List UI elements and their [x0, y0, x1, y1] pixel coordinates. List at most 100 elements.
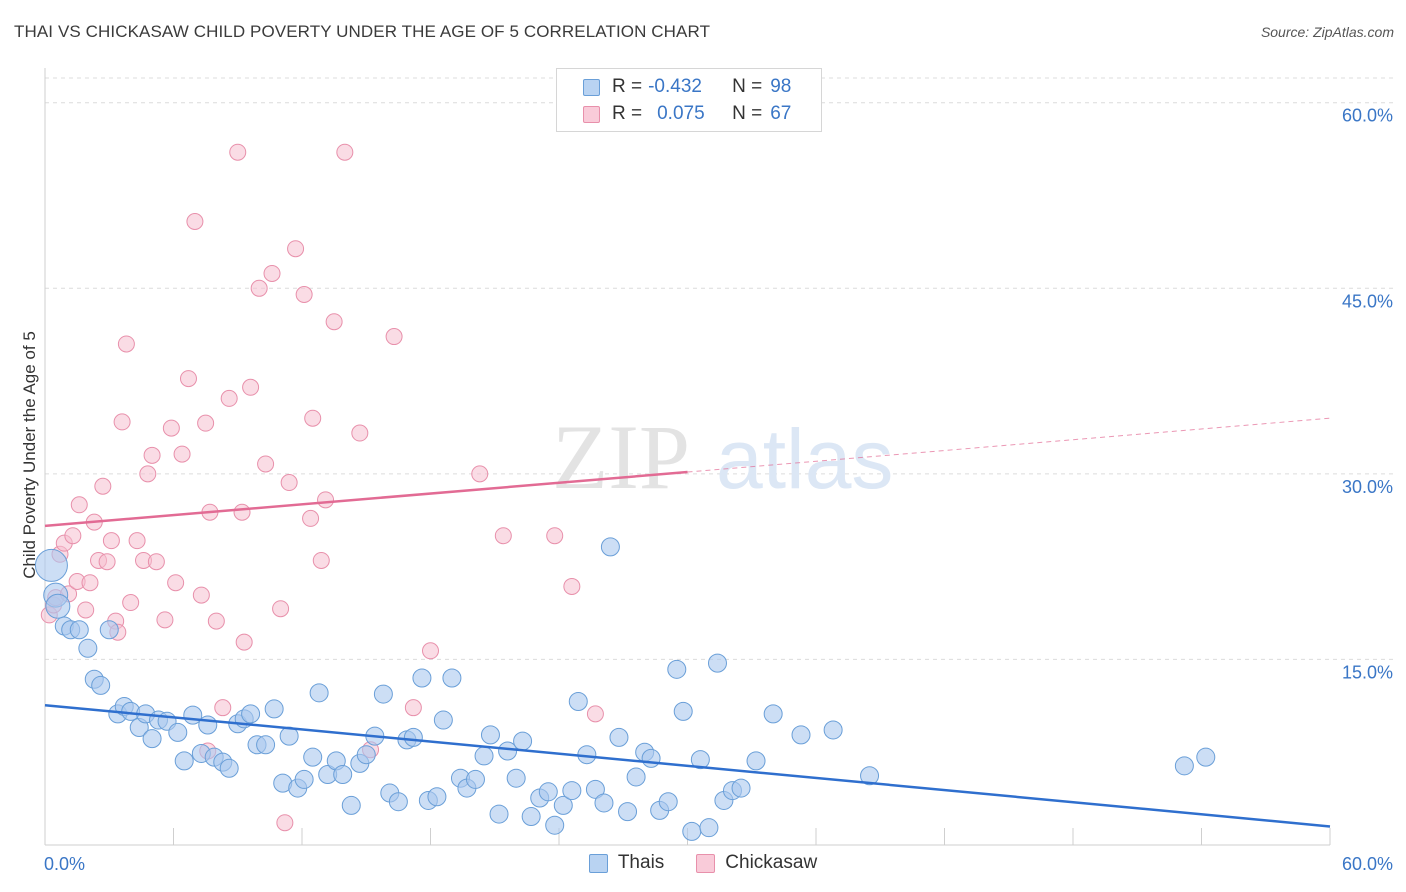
thais-point	[545, 815, 565, 835]
thais-n-label: N =	[732, 76, 763, 97]
legend-row-thais: R = -0.432 N = 98	[583, 74, 791, 100]
thais-point	[618, 802, 638, 822]
chickasaw-point	[250, 279, 268, 297]
thais-point	[34, 548, 68, 582]
thais-point	[763, 704, 783, 724]
thais-point	[553, 795, 573, 815]
thais-point	[69, 620, 89, 640]
chickasaw-legend-swatch	[696, 853, 716, 873]
y-tick-label: 15.0%	[1342, 662, 1393, 682]
thais-trend-line	[44, 703, 1331, 828]
chickasaw-point	[179, 370, 197, 388]
chickasaw-point	[122, 594, 140, 612]
thais-point	[600, 537, 620, 557]
thais-point	[823, 720, 843, 740]
thais-point	[388, 792, 408, 812]
thais-point	[78, 638, 98, 658]
chickasaw-point	[242, 378, 260, 396]
chickasaw-point	[64, 527, 82, 545]
gridlines	[45, 77, 1395, 660]
thais-point	[626, 767, 646, 787]
chickasaw-point	[214, 699, 232, 717]
thais-point	[219, 758, 239, 778]
chickasaw-point	[98, 553, 116, 571]
thais-point	[658, 792, 678, 812]
legend-item-chickasaw: Chickasaw	[696, 852, 817, 874]
thais-point	[341, 795, 361, 815]
thais-point	[641, 748, 661, 768]
thais-point	[585, 779, 605, 799]
y-axis-label: Child Poverty Under the Age of 5	[20, 331, 39, 579]
thais-point	[256, 735, 276, 755]
x-tick-label: 60.0%	[1342, 854, 1393, 874]
chickasaw-point	[586, 705, 604, 723]
thais-point	[667, 659, 687, 679]
thais-point	[498, 741, 518, 761]
legend-item-thais: Thais	[588, 852, 665, 874]
chickasaw-point	[385, 328, 403, 346]
chickasaw-point	[102, 532, 120, 550]
chickasaw-point	[257, 455, 275, 473]
y-tick-label: 60.0%	[1342, 106, 1393, 126]
thais-point	[521, 807, 541, 827]
thais-point	[294, 769, 314, 789]
chickasaw-point	[162, 419, 180, 437]
chickasaw-point	[173, 445, 191, 463]
legend-row-chickasaw: R = 0.075 N = 67	[583, 101, 791, 127]
thais-point	[412, 668, 432, 688]
thais-point	[538, 782, 558, 802]
chickasaw-r-label: R =	[612, 103, 643, 124]
thais-point	[682, 821, 702, 841]
thais-point	[198, 715, 218, 735]
thais-point	[427, 787, 447, 807]
chickasaw-point	[207, 612, 225, 630]
thais-point	[568, 691, 588, 711]
thais-swatch	[583, 78, 600, 96]
thais-legend-swatch	[588, 853, 608, 873]
thais-point	[168, 722, 188, 742]
thais-point	[45, 593, 71, 619]
thais-point	[373, 684, 393, 704]
thais-point	[513, 731, 533, 751]
chickasaw-point	[422, 642, 439, 660]
thais-r-value: -0.432	[648, 76, 702, 97]
chickasaw-point	[351, 424, 369, 442]
thais-point	[356, 745, 376, 765]
thais-point	[731, 778, 751, 798]
thais-point	[690, 750, 710, 770]
thais-n-value: 98	[770, 76, 792, 97]
thais-point	[241, 704, 261, 724]
chickasaw-point	[563, 577, 581, 595]
chickasaw-point	[81, 574, 99, 592]
chickasaw-point	[139, 465, 157, 483]
chickasaw-point	[192, 586, 210, 604]
thais-point	[333, 764, 353, 784]
thais-point	[699, 818, 719, 838]
thais-point	[480, 725, 500, 745]
chart-title: THAI VS CHICKASAW CHILD POVERTY UNDER TH…	[14, 22, 711, 41]
watermark: ZIP atlas	[552, 406, 893, 508]
thais-points	[34, 537, 1216, 841]
thais-point	[489, 804, 509, 824]
thais-point	[673, 701, 693, 721]
thais-point	[791, 725, 811, 745]
chickasaw-point	[494, 527, 512, 545]
thais-point	[142, 729, 162, 749]
chickasaw-point	[235, 633, 253, 651]
chickasaw-point	[272, 600, 290, 618]
chickasaw-point	[147, 553, 165, 571]
x-tick-label: 0.0%	[44, 854, 85, 874]
thais-point	[442, 668, 462, 688]
chickasaw-point	[220, 389, 238, 407]
chickasaw-n-label: N =	[732, 103, 763, 124]
chickasaw-trend-line	[44, 470, 688, 528]
chickasaw-point	[128, 532, 146, 550]
thais-legend-label: Thais	[617, 852, 665, 873]
chickasaw-point	[280, 474, 298, 492]
tick-labels: 15.0% 30.0% 45.0% 60.0% 0.0% 60.0%	[44, 106, 1393, 874]
thais-point	[403, 727, 423, 747]
thais-point	[303, 747, 323, 767]
chickasaw-point	[186, 213, 204, 231]
chickasaw-n-value: 67	[770, 103, 792, 124]
